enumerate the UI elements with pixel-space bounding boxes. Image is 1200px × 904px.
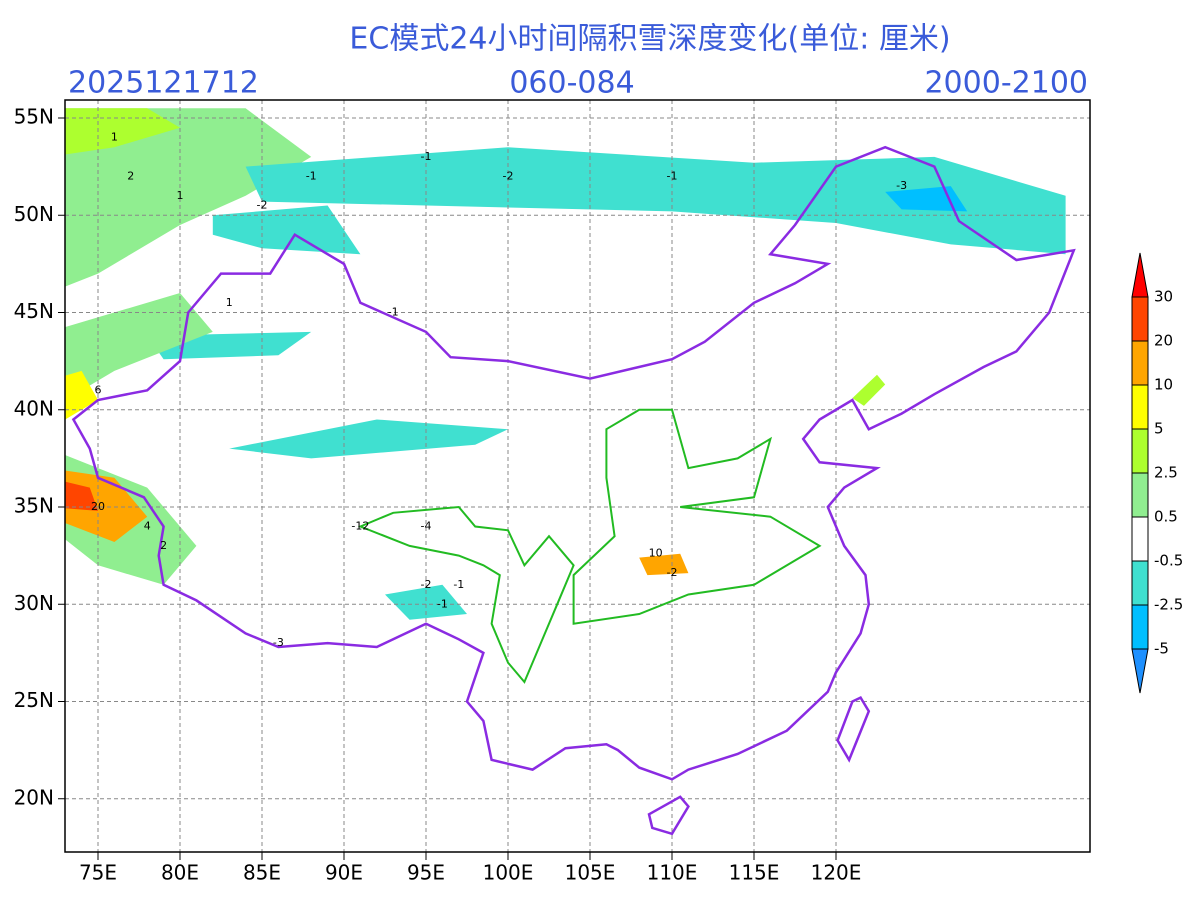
colorbar-label: 5 [1154, 420, 1164, 438]
forecast-range: 060-084 [509, 66, 634, 101]
snow-area [245, 147, 1066, 255]
colorbar-low-arrow [1131, 648, 1149, 694]
island-border [647, 795, 690, 836]
lat-label: 30N [14, 591, 54, 615]
contour-label: 2 [127, 169, 134, 182]
snow-area [229, 419, 508, 459]
colorbar-label: 2.5 [1154, 464, 1178, 482]
colorbar-segment [1131, 428, 1149, 474]
colorbar-segment [1131, 560, 1149, 606]
lon-label: 80E [161, 861, 199, 885]
contour-label: -2 [667, 566, 678, 579]
contour-label: -2 [503, 169, 514, 182]
snow-area [852, 374, 886, 406]
snow-area [65, 481, 98, 511]
island-border [836, 695, 871, 763]
lon-label: 95E [407, 861, 445, 885]
contour-label: 4 [144, 519, 151, 532]
snow-area [65, 293, 213, 401]
colorbar-label: -2.5 [1154, 596, 1183, 614]
lat-label: 45N [14, 299, 54, 323]
colorbar-segment [1131, 516, 1149, 562]
lon-label: 110E [647, 861, 698, 885]
lon-label: 90E [325, 861, 363, 885]
lat-label: 25N [14, 688, 54, 712]
contour-label: -1 [437, 597, 448, 610]
contour-label: 6 [95, 383, 102, 396]
title: EC模式24小时间隔积雪深度变化(单位: 厘米) [349, 22, 950, 57]
snow-area [65, 108, 180, 155]
colorbar-segment [1131, 296, 1149, 342]
contour-label: -2 [257, 199, 268, 212]
contour-label: 1 [226, 296, 233, 309]
colorbar-label: 20 [1154, 332, 1173, 350]
map-layers: 1 2 1 -1 -2 -3 -1 -1 -2 1 -1 -4 -12 -2 -1 10 -2 -1 4 6 20 2 -3 [65, 100, 1090, 852]
colorbar-high-arrow [1131, 252, 1149, 298]
lat-label: 50N [14, 202, 54, 226]
lon-label: 115E [729, 861, 780, 885]
colorbar-label: -5 [1154, 640, 1169, 658]
colorbar-segment [1131, 340, 1149, 386]
snow-area [65, 108, 312, 287]
snow-area [639, 553, 689, 576]
colorbar-segment [1131, 604, 1149, 650]
contour-label: 20 [91, 500, 105, 513]
lat-label: 20N [14, 785, 54, 809]
colorbar-label: 10 [1154, 376, 1173, 394]
contour-label: -1 [388, 306, 399, 319]
contour-label: -4 [421, 519, 432, 532]
colorbar-label: 30 [1154, 288, 1173, 306]
contour-label: -1 [667, 169, 678, 182]
lon-label: 75E [79, 861, 117, 885]
contour-label: 2 [160, 539, 167, 552]
colorbar-label: 0.5 [1154, 508, 1178, 526]
lat-label: 55N [14, 105, 54, 129]
contour-label: -1 [306, 169, 317, 182]
members: 2000-2100 [924, 66, 1088, 101]
region-border [357, 505, 575, 684]
lat-label: 40N [14, 396, 54, 420]
contour-label: 10 [649, 547, 663, 560]
map-frame [64, 99, 1091, 853]
colorbar-label: -0.5 [1154, 552, 1183, 570]
contour-label: -12 [351, 519, 369, 532]
lon-label: 100E [483, 861, 534, 885]
contour-label: -3 [273, 636, 284, 649]
contour-label: 1 [177, 189, 184, 202]
contour-label: -1 [421, 150, 432, 163]
snow-area [385, 584, 467, 620]
colorbar-segment [1131, 384, 1149, 430]
map-content: 1 2 1 -1 -2 -3 -1 -1 -2 1 -1 -4 -12 -2 -1 10 -2 -1 4 6 20 2 -3 [65, 100, 1090, 852]
snow-area [65, 370, 98, 420]
contour-label: -2 [421, 578, 432, 591]
init-time: 2025121712 [68, 66, 259, 101]
lon-label: 105E [565, 861, 616, 885]
lat-label: 35N [14, 494, 54, 518]
colorbar-segment [1131, 472, 1149, 518]
region-border [572, 408, 822, 625]
contour-label: 1 [111, 130, 118, 143]
snow-area [212, 205, 361, 255]
contour-label: -3 [896, 179, 907, 192]
lon-label: 120E [811, 861, 862, 885]
contour-label: -1 [453, 578, 464, 591]
country-border [71, 145, 1076, 781]
lon-label: 85E [243, 861, 281, 885]
